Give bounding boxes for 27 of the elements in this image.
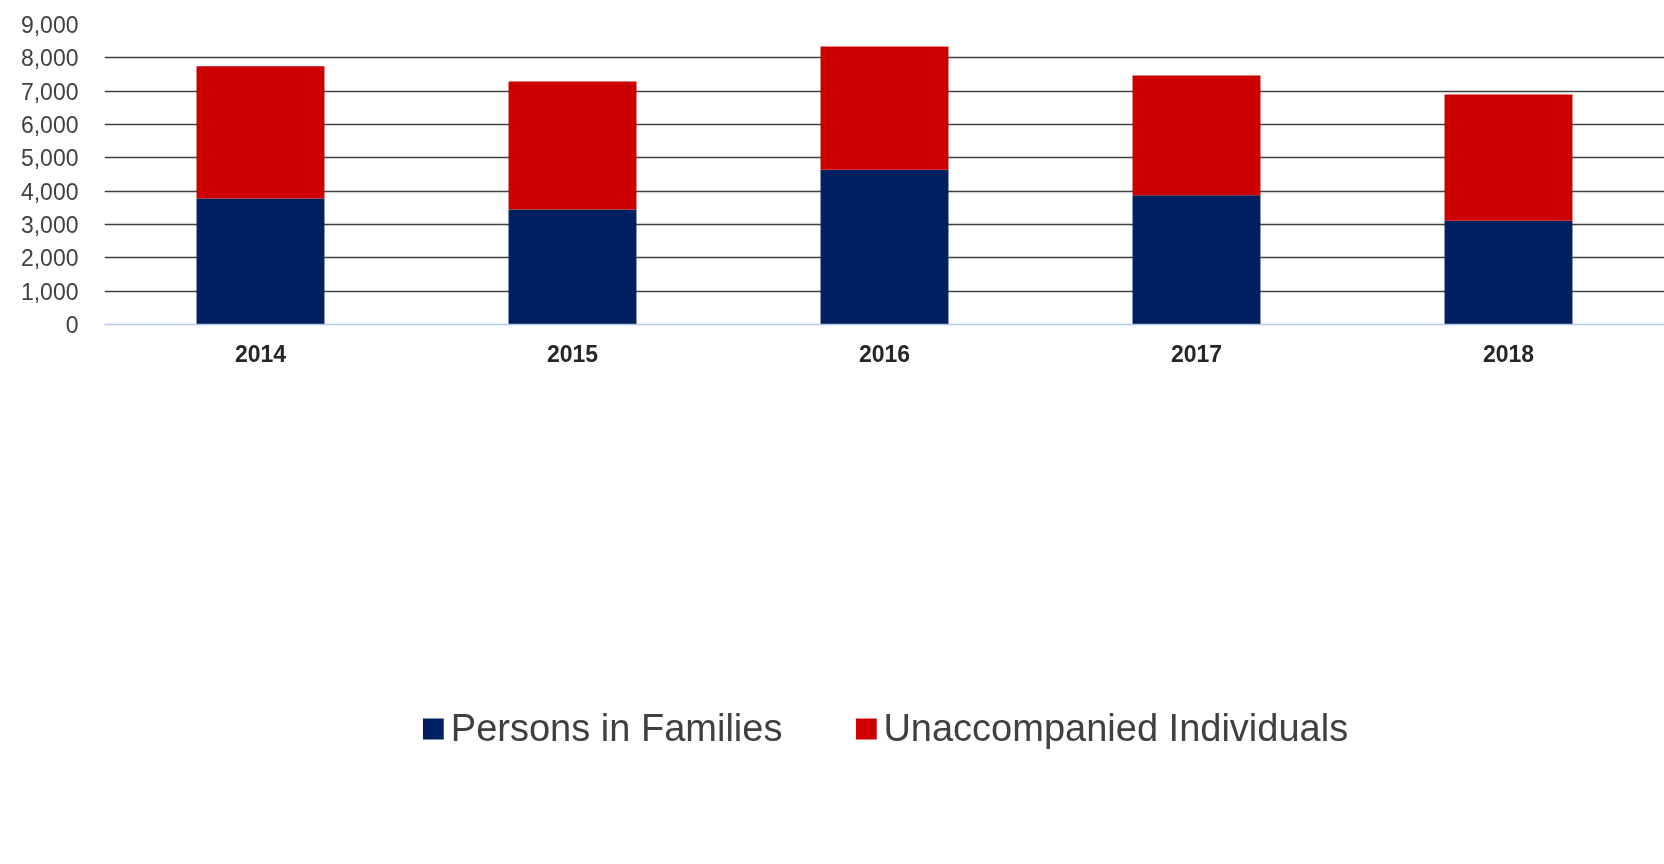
x-tick-label: 2017: [1170, 340, 1223, 367]
legend-label: Persons in Families: [450, 706, 783, 750]
bar: [1444, 220, 1573, 325]
x-tick-label: 2014: [234, 340, 287, 367]
y-tick-label: 9,000: [20, 12, 79, 38]
bar: [508, 81, 637, 210]
bar: [1132, 75, 1261, 196]
y-tick-label: 7,000: [20, 78, 79, 105]
y-tick-label: 8,000: [20, 45, 79, 72]
y-tick-label: 1,000: [20, 278, 79, 305]
y-tick-label: 5,000: [20, 145, 79, 172]
y-tick-label: 3,000: [20, 212, 79, 238]
x-tick-label: 2018: [1482, 340, 1535, 367]
x-tick-label: 2016: [858, 340, 911, 367]
y-tick-label: 2,000: [20, 245, 79, 272]
bar: [196, 198, 325, 325]
bar: [196, 66, 325, 199]
bar: [820, 169, 949, 325]
bar: [1132, 195, 1261, 325]
y-tick-label: 4,000: [20, 178, 79, 205]
y-tick-label: 0: [65, 312, 79, 338]
bar: [508, 209, 637, 325]
x-tick-label: 2015: [546, 340, 599, 367]
bar: [820, 46, 949, 170]
y-tick-label: 6,000: [20, 112, 79, 138]
legend-label: Unaccompanied Individuals: [883, 706, 1349, 750]
bar: [1444, 94, 1573, 221]
